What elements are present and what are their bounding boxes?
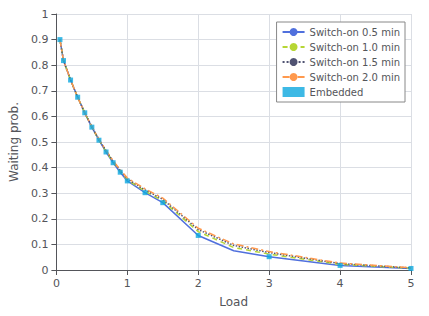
svg-text:Waiting prob.: Waiting prob. [7,102,21,182]
svg-text:1: 1 [41,8,48,21]
svg-text:Switch-on 1.5 min: Switch-on 1.5 min [310,57,400,68]
svg-text:Load: Load [219,295,248,309]
svg-text:Embedded: Embedded [310,87,364,98]
svg-text:5: 5 [408,277,415,290]
svg-text:0: 0 [41,264,48,277]
svg-text:Switch-on 1.0 min: Switch-on 1.0 min [310,42,400,53]
svg-text:0.1: 0.1 [31,238,49,251]
svg-text:0.6: 0.6 [31,110,49,123]
svg-text:0.8: 0.8 [31,59,49,72]
svg-text:Switch-on 2.0 min: Switch-on 2.0 min [310,72,400,83]
svg-text:1: 1 [124,277,131,290]
svg-text:0: 0 [53,277,60,290]
svg-text:4: 4 [337,277,344,290]
svg-text:0.9: 0.9 [31,33,49,46]
svg-text:Switch-on 0.5 min: Switch-on 0.5 min [310,27,400,38]
svg-text:3: 3 [266,277,273,290]
svg-text:2: 2 [195,277,202,290]
svg-text:0.5: 0.5 [31,136,49,149]
svg-text:0.2: 0.2 [31,212,49,225]
svg-text:0.7: 0.7 [31,84,49,97]
svg-text:0.4: 0.4 [31,161,49,174]
svg-text:0.3: 0.3 [31,187,49,200]
